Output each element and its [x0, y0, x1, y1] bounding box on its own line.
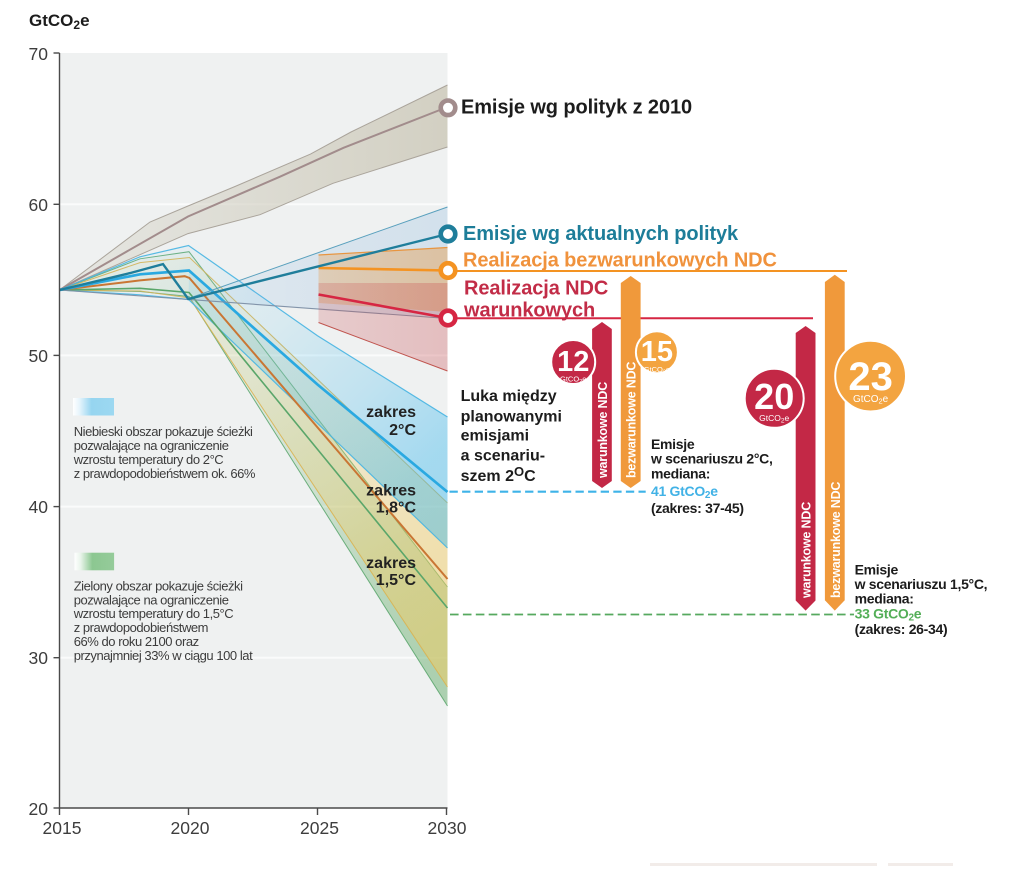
svg-text:warunkowe NDC: warunkowe NDC	[596, 382, 610, 479]
svg-text:zakres: zakres	[366, 483, 416, 500]
svg-text:wzrostu temperatury do 1,5°C: wzrostu temperatury do 1,5°C	[73, 606, 234, 621]
svg-text:40: 40	[29, 497, 49, 517]
svg-text:szem 2OC: szem 2OC	[461, 464, 536, 485]
svg-text:66% do roku 2100 oraz: 66% do roku 2100 oraz	[74, 634, 199, 649]
svg-text:60: 60	[29, 195, 49, 215]
svg-text:2030: 2030	[428, 818, 467, 838]
svg-text:30: 30	[29, 648, 49, 668]
svg-text:GtCO2e: GtCO2e	[644, 365, 670, 376]
svg-text:pozwalające na ograniczenie: pozwalające na ograniczenie	[74, 592, 229, 607]
svg-text:Realizacja bezwarunkowych NDC: Realizacja bezwarunkowych NDC	[463, 250, 777, 272]
svg-text:mediana:: mediana:	[855, 591, 914, 607]
svg-text:z prawdopodobieństwem ok. 66%: z prawdopodobieństwem ok. 66%	[74, 466, 256, 481]
svg-text:(zakres: 37-45): (zakres: 37-45)	[651, 500, 744, 516]
svg-text:Emisje wg aktualnych polityk: Emisje wg aktualnych polityk	[463, 223, 739, 245]
svg-text:zakres: zakres	[366, 555, 416, 572]
svg-text:warunkowe NDC: warunkowe NDC	[800, 502, 814, 599]
svg-text:zakres: zakres	[366, 404, 416, 421]
svg-text:15: 15	[641, 336, 673, 368]
svg-text:Luka między: Luka między	[461, 388, 557, 405]
svg-text:2015: 2015	[43, 818, 82, 838]
svg-text:a scenariu-: a scenariu-	[461, 448, 545, 465]
svg-text:Emisje wg polityk z 2010: Emisje wg polityk z 2010	[461, 97, 692, 119]
svg-text:1,8°C: 1,8°C	[376, 500, 417, 517]
svg-text:20: 20	[29, 799, 49, 819]
svg-text:20: 20	[754, 376, 794, 417]
svg-text:33 GtCO2e: 33 GtCO2e	[855, 606, 922, 624]
svg-text:70: 70	[29, 44, 49, 64]
svg-text:Emisje: Emisje	[855, 561, 899, 577]
svg-text:2020: 2020	[171, 818, 210, 838]
svg-text:przynajmniej 33% w ciągu 100 l: przynajmniej 33% w ciągu 100 lat	[74, 648, 253, 663]
svg-text:(zakres: 26-34): (zakres: 26-34)	[855, 621, 948, 637]
svg-text:mediana:: mediana:	[651, 465, 710, 481]
svg-text:GtCO2e: GtCO2e	[29, 11, 90, 32]
svg-text:w scenariuszu 2°C,: w scenariuszu 2°C,	[650, 451, 773, 467]
svg-text:bezwarunkowe NDC: bezwarunkowe NDC	[829, 482, 843, 598]
svg-text:warunkowych: warunkowych	[463, 300, 595, 322]
svg-text:1,5°C: 1,5°C	[376, 572, 417, 589]
svg-text:z prawdopodobieństwem: z prawdopodobieństwem	[74, 620, 208, 635]
svg-text:GtCO2e: GtCO2e	[759, 413, 789, 425]
svg-text:pozwalające na ograniczenie: pozwalające na ograniczenie	[74, 438, 229, 453]
svg-text:2025: 2025	[300, 818, 339, 838]
svg-text:bezwarunkowe NDC: bezwarunkowe NDC	[625, 362, 639, 478]
svg-text:Realizacja NDC: Realizacja NDC	[464, 277, 608, 299]
svg-text:GtCO2e: GtCO2e	[560, 375, 586, 386]
svg-text:12: 12	[557, 346, 589, 378]
svg-text:Emisje: Emisje	[651, 436, 695, 452]
svg-text:2°C: 2°C	[389, 422, 416, 439]
svg-text:Niebieski obszar pokazuje ście: Niebieski obszar pokazuje ścieżki	[74, 424, 253, 439]
svg-text:wzrostu temperatury do 2°C: wzrostu temperatury do 2°C	[73, 452, 224, 467]
svg-text:planowanymi: planowanymi	[461, 409, 562, 426]
svg-text:41 GtCO2e: 41 GtCO2e	[651, 483, 718, 501]
svg-text:50: 50	[29, 346, 49, 366]
svg-text:23: 23	[848, 355, 893, 399]
svg-text:w scenariuszu 1,5°C,: w scenariuszu 1,5°C,	[854, 576, 988, 592]
svg-text:GtCO2e: GtCO2e	[853, 394, 889, 406]
svg-text:emisjami: emisjami	[461, 428, 529, 445]
svg-text:Zielony obszar pokazuje ścieżk: Zielony obszar pokazuje ścieżki	[74, 579, 243, 594]
